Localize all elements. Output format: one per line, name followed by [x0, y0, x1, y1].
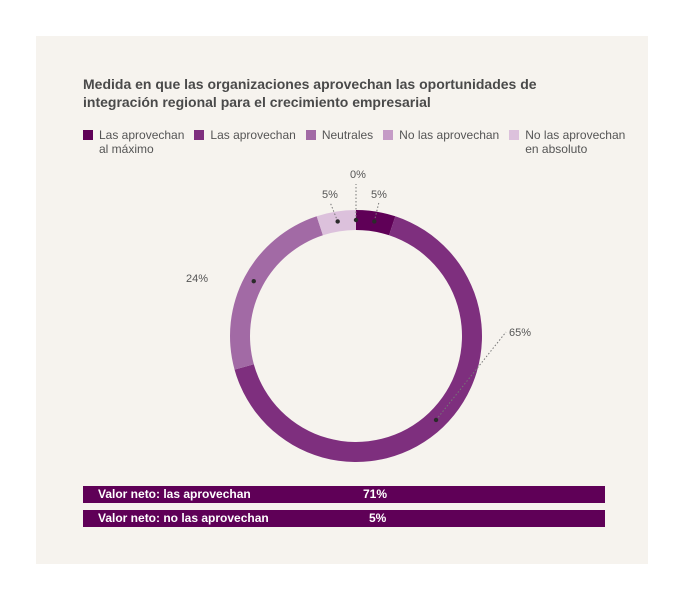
donut-chart: 5% 65% 24% 5% 0%	[186, 169, 531, 462]
chart-title: Medida en que las organizaciones aprovec…	[83, 76, 537, 110]
legend-label: No las aprovechan	[399, 128, 500, 142]
label-dot	[372, 219, 377, 224]
label-dot	[353, 217, 359, 223]
data-label: 65%	[509, 327, 531, 339]
data-label: 5%	[371, 189, 387, 201]
legend-item-no-absoluto: No las aprovechan en absoluto	[509, 128, 625, 156]
data-label: 0%	[350, 169, 366, 181]
legend-label-line: No las aprovechan	[525, 128, 626, 142]
legend-label-line: Las aprovechan	[99, 128, 185, 142]
legend-item-no-aprovechan: No las aprovechan	[383, 128, 499, 156]
leader-line	[435, 331, 507, 421]
legend-label-line: al máximo	[99, 142, 154, 156]
legend-label: Las aprovechan	[210, 128, 296, 142]
net-value: 71%	[363, 487, 388, 501]
legend-swatch	[509, 130, 520, 140]
legend: Las aprovechan al máximo Las aprovechan …	[83, 128, 635, 156]
net-value: 5%	[369, 511, 387, 525]
legend-label: Las aprovechan al máximo	[99, 128, 184, 156]
label-dot	[251, 279, 256, 284]
legend-swatch	[383, 130, 394, 140]
net-bar-no-aprovechan: Valor neto: no las aprovechan 5%	[83, 510, 605, 527]
legend-item-aprovechan: Las aprovechan	[194, 128, 296, 156]
net-label: Valor neto: no las aprovechan	[98, 511, 269, 525]
legend-item-maximo: Las aprovechan al máximo	[83, 128, 184, 156]
data-label: 5%	[322, 189, 338, 201]
legend-item-neutrales: Neutrales	[305, 128, 374, 156]
legend-label: Neutrales	[321, 128, 374, 142]
net-label: Valor neto: las aprovechan	[98, 487, 251, 501]
data-label: 24%	[186, 273, 208, 285]
legend-label-line: en absoluto	[525, 142, 588, 156]
legend-swatch	[305, 130, 316, 140]
label-dot	[433, 417, 439, 423]
legend-label: No las aprovechan en absoluto	[525, 128, 625, 156]
legend-swatch	[194, 130, 205, 140]
legend-swatch	[83, 130, 93, 140]
donut-slice	[230, 216, 323, 370]
label-dot	[335, 219, 340, 224]
net-bar-aprovechan: Valor neto: las aprovechan 71%	[83, 486, 605, 503]
chart-card: Medida en que las organizaciones aprovec…	[36, 36, 648, 564]
